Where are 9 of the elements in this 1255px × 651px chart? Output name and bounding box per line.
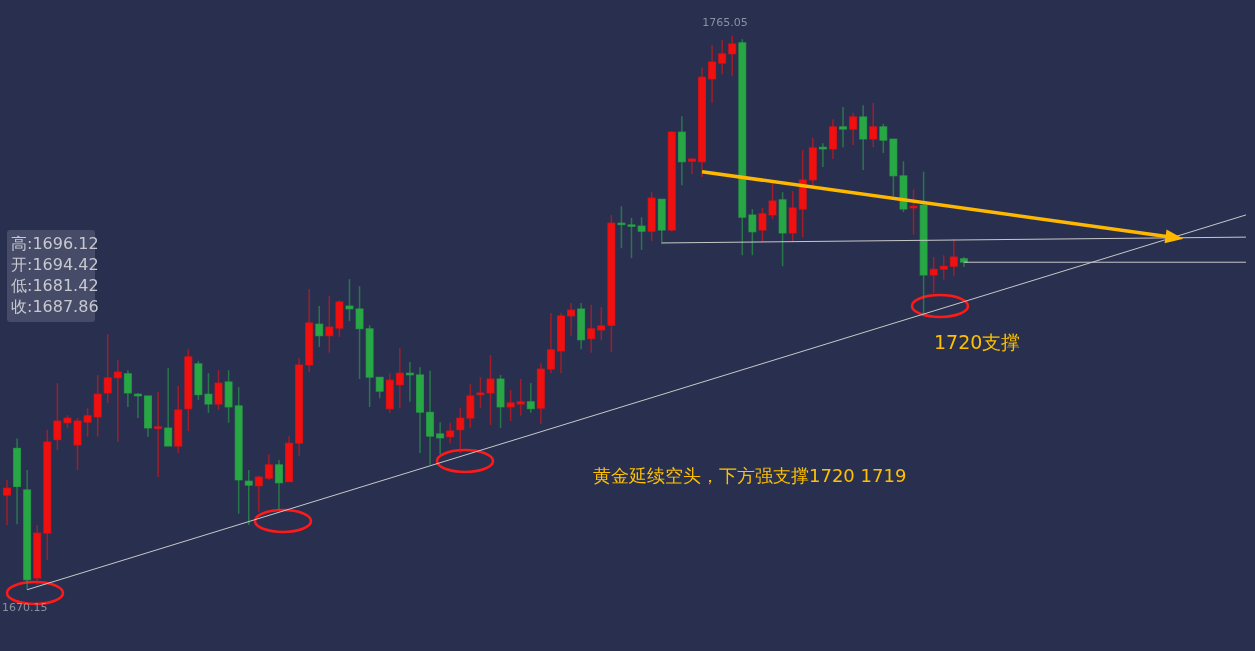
annotation: 1720支撑	[934, 330, 1021, 355]
annotation: 高:1696.12	[11, 233, 99, 254]
annotation: 1670.15	[2, 600, 48, 614]
annotation: 1765.05	[702, 16, 748, 30]
candlestick	[687, 158, 696, 175]
annotation: 收:1687.86	[11, 296, 99, 317]
annotation: 低:1681.42	[11, 275, 99, 296]
annotation: 开:1694.42	[11, 254, 99, 275]
annotation: 黄金延续空头，下方强支撑1720 1719	[593, 464, 907, 488]
